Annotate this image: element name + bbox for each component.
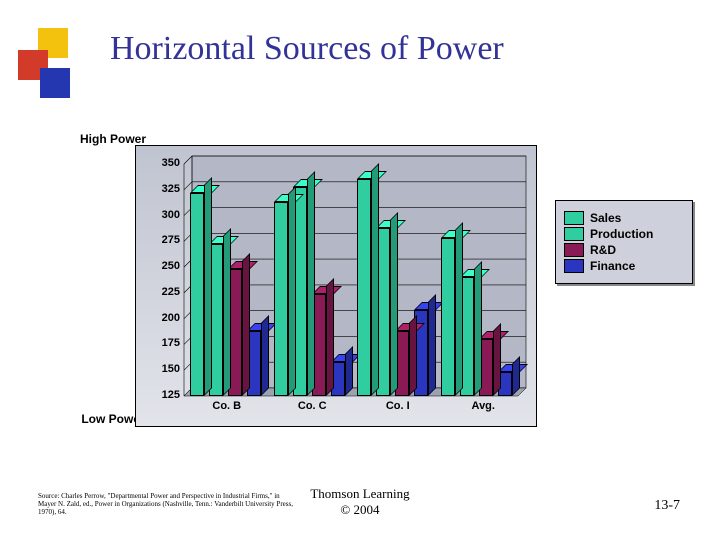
category-axis: Co. BCo. CCo. IAvg. — [184, 400, 526, 422]
legend: Sales Production R&D Finance — [555, 200, 693, 284]
plot-area: 125150175200225250275300325350 — [184, 156, 526, 396]
footer-line: Thomson Learning — [0, 486, 720, 502]
ytick-label: 275 — [144, 234, 180, 246]
bar-sales — [357, 179, 371, 396]
logo-square — [40, 68, 70, 98]
footer-page: 13-7 — [654, 498, 680, 514]
legend-swatch — [564, 259, 584, 273]
slide: Horizontal Sources of Power High Power L… — [0, 0, 720, 540]
legend-swatch — [564, 243, 584, 257]
legend-item: Production — [564, 227, 684, 241]
ytick-label: 325 — [144, 183, 180, 195]
chart: 125150175200225250275300325350 Co. BCo. … — [135, 145, 537, 427]
category-label: Co. C — [270, 400, 356, 422]
axis-high-label: High Power — [78, 132, 148, 146]
ytick-label: 125 — [144, 389, 180, 401]
ytick-label: 350 — [144, 157, 180, 169]
legend-swatch — [564, 211, 584, 225]
bar-sales — [441, 238, 455, 396]
bar-sales — [274, 202, 288, 396]
ytick-label: 150 — [144, 363, 180, 375]
ytick-label: 200 — [144, 312, 180, 324]
ytick-label: 225 — [144, 286, 180, 298]
bar-sales — [190, 193, 204, 396]
slide-title: Horizontal Sources of Power — [110, 30, 504, 68]
legend-item: Sales — [564, 211, 684, 225]
ytick-label: 175 — [144, 337, 180, 349]
legend-label: R&D — [590, 243, 616, 257]
footer-line: © 2004 — [0, 502, 720, 518]
legend-swatch — [564, 227, 584, 241]
footer-center: Thomson Learning© 2004 — [0, 486, 720, 518]
ytick-label: 300 — [144, 209, 180, 221]
legend-item: Finance — [564, 259, 684, 273]
legend-label: Production — [590, 227, 653, 241]
legend-item: R&D — [564, 243, 684, 257]
ytick-label: 250 — [144, 260, 180, 272]
logo — [18, 28, 80, 98]
legend-label: Finance — [590, 259, 635, 273]
category-label: Co. B — [184, 400, 270, 422]
category-label: Avg. — [441, 400, 527, 422]
bars-layer — [184, 156, 526, 396]
legend-label: Sales — [590, 211, 621, 225]
category-label: Co. I — [355, 400, 441, 422]
